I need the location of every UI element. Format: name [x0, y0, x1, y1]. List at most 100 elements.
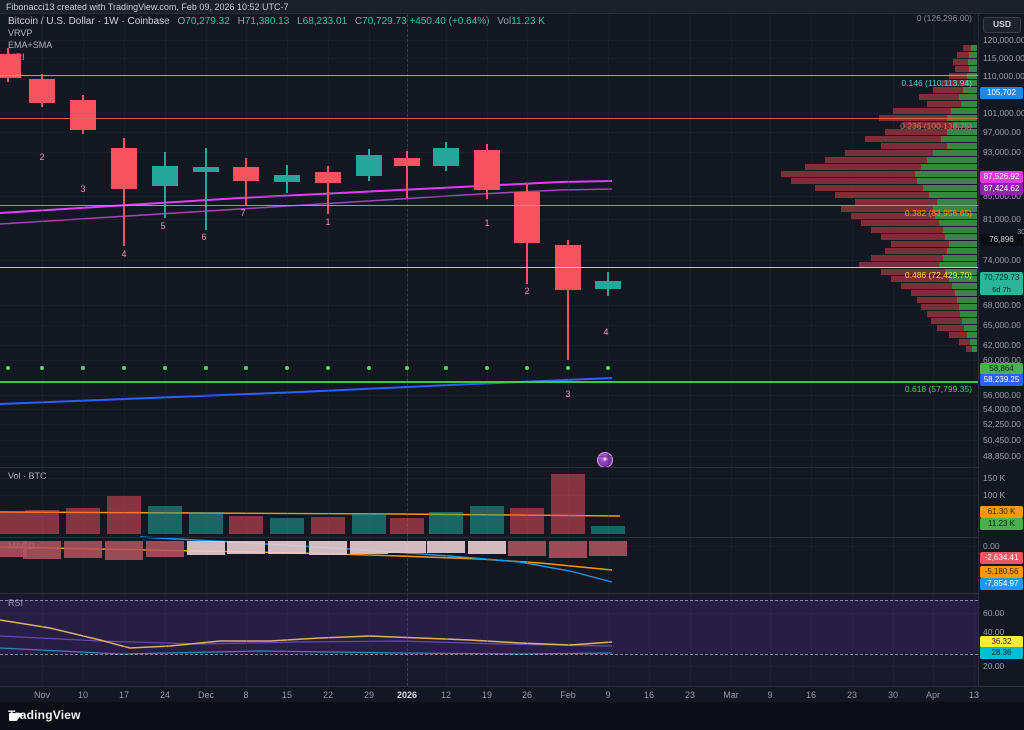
currency-button[interactable]: USD — [983, 17, 1021, 33]
signal-dot — [444, 366, 448, 370]
candle-body — [0, 54, 21, 78]
time-axis-label: 9 — [605, 690, 611, 700]
price-tick: 100 K — [983, 490, 1006, 500]
mri-number: 7 — [240, 208, 246, 218]
indicator-legend-vrvp[interactable]: VRVP — [8, 28, 33, 38]
volume-profile-row-red — [885, 248, 947, 254]
volume-profile-row-green — [935, 213, 977, 219]
footer-bar: TradingView — [0, 702, 1024, 730]
mri-number: 1 — [484, 218, 490, 228]
volume-profile-row-red — [893, 108, 951, 114]
fib-level-line — [0, 118, 978, 119]
macd-histogram-bar — [388, 541, 426, 553]
price-tick: 74,000.00 — [983, 255, 1021, 265]
rsi-pane-title[interactable]: RSI — [8, 598, 24, 608]
chart-plot-area[interactable]: Bitcoin / U.S. Dollar · 1W · Coinbase O7… — [0, 0, 978, 686]
candle-body — [595, 281, 621, 289]
grid-vline — [852, 14, 853, 686]
time-axis[interactable]: Nov 10 17 24 Dec 8 15 22 29 2026 12 19 26 Feb 9 16 23 Mar… — [0, 686, 1024, 703]
mri-number: 4 — [603, 327, 609, 337]
candle-body — [233, 167, 259, 181]
macd-histogram-bar — [549, 541, 587, 558]
price-axis-label: 58,239.25 — [980, 374, 1023, 386]
grid-vline — [770, 14, 771, 686]
volume-pane-title[interactable]: Vol · BTC — [8, 471, 47, 481]
volume-profile-row-green — [969, 52, 977, 58]
volume-profile-row-green — [929, 192, 977, 198]
price-tick: 85,000.00 — [983, 191, 1021, 201]
pane-divider[interactable] — [0, 593, 978, 594]
volume-profile-row-red — [865, 136, 941, 142]
volume-profile-row-green — [967, 332, 977, 338]
grid-hline — [0, 40, 978, 41]
mri-number: 1 — [325, 217, 331, 227]
price-axis-label: 76,896 30 — [980, 229, 1024, 246]
grid-vline — [446, 14, 447, 686]
volume-profile-row-red — [825, 157, 927, 163]
fib-level-label: 0.146 (110,113.94) — [901, 78, 972, 88]
macd-histogram-bar — [468, 541, 506, 554]
price-axis-label: -5,180.56 — [980, 566, 1023, 578]
macd-histogram-bar — [64, 541, 102, 558]
volume-profile-row-green — [957, 297, 977, 303]
volume-profile-row-red — [901, 283, 952, 289]
indicator-legend-ema-sma[interactable]: EMA+SMA — [8, 40, 53, 50]
volume-profile-row-green — [963, 87, 977, 93]
price-tick: 40.00 — [983, 627, 1005, 637]
volume-profile-row-green — [943, 227, 977, 233]
pane-divider[interactable] — [0, 537, 978, 538]
price-tick: 54,000.00 — [983, 404, 1021, 414]
volume-profile-row-red — [953, 59, 968, 65]
price-axis-label: 58,864 — [980, 363, 1023, 375]
volume-profile-row-green — [965, 80, 977, 86]
time-axis-label: Apr — [925, 690, 941, 700]
volume-profile-row-green — [968, 59, 977, 65]
signal-dot — [485, 366, 489, 370]
volume-bar — [470, 506, 504, 534]
signal-dot — [367, 366, 371, 370]
close-label: C — [354, 16, 363, 27]
volume-profile-row-green — [959, 304, 977, 310]
tradingview-logo[interactable]: TradingView — [8, 708, 81, 722]
grid-hline — [0, 666, 978, 667]
price-axis[interactable]: USD 120,000.00 115,000.00 110,000.00 101,00… — [978, 14, 1024, 686]
pane-divider[interactable] — [0, 467, 978, 468]
volume-bar — [189, 512, 223, 534]
volume-bar — [148, 506, 182, 534]
volume-bar — [66, 508, 100, 534]
volume-label: Vol — [497, 16, 512, 27]
time-axis-label: 8 — [243, 690, 249, 700]
volume-profile-row-red — [957, 52, 969, 58]
price-tick: 0.00 — [983, 541, 1000, 551]
time-axis-label: 10 — [77, 690, 89, 700]
candle-body — [274, 175, 300, 182]
grid-vline — [893, 14, 894, 686]
mri-number: 3 — [565, 389, 571, 399]
legend: Bitcoin / U.S. Dollar · 1W · Coinbase O7… — [8, 16, 545, 63]
macd-histogram-bar — [589, 541, 627, 556]
volume-profile-row-green — [970, 339, 977, 345]
volume-profile-row-red — [919, 94, 959, 100]
candle-body — [29, 79, 55, 103]
grid-hline — [0, 345, 978, 346]
time-axis-label: 12 — [440, 690, 452, 700]
grid-hline — [0, 478, 978, 479]
price-axis-label: 11.23 K — [980, 518, 1023, 530]
candle-body — [394, 158, 420, 166]
volume-profile-row-red — [815, 185, 923, 191]
signal-dot — [525, 366, 529, 370]
time-axis-label: 29 — [363, 690, 375, 700]
candle-body — [152, 166, 178, 186]
symbol-legend[interactable]: Bitcoin / U.S. Dollar · 1W · Coinbase O7… — [8, 16, 545, 27]
open-value: 70,279.32 — [185, 16, 230, 27]
cursor-icon: ✦ — [597, 452, 613, 468]
grid-hline — [0, 260, 978, 261]
volume-profile-row-green — [947, 143, 977, 149]
volume-profile-row-green — [945, 269, 977, 275]
low-value: 68,233.01 — [302, 16, 348, 27]
grid-vline — [487, 14, 488, 686]
indicator-lines-layer — [0, 180, 621, 655]
macd-histogram-bar — [146, 541, 184, 557]
volume-bar — [390, 518, 424, 534]
time-axis-label: 30 — [887, 690, 899, 700]
